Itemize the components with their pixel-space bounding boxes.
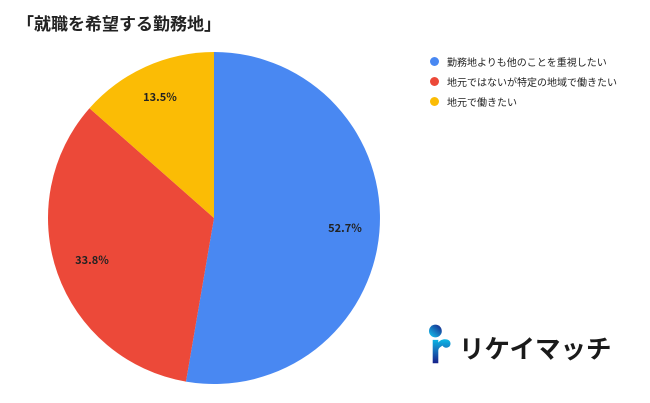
svg-text:33.8%: 33.8% bbox=[75, 252, 109, 268]
svg-text:13.5%: 13.5% bbox=[143, 89, 177, 105]
svg-text:52.7%: 52.7% bbox=[328, 220, 362, 236]
